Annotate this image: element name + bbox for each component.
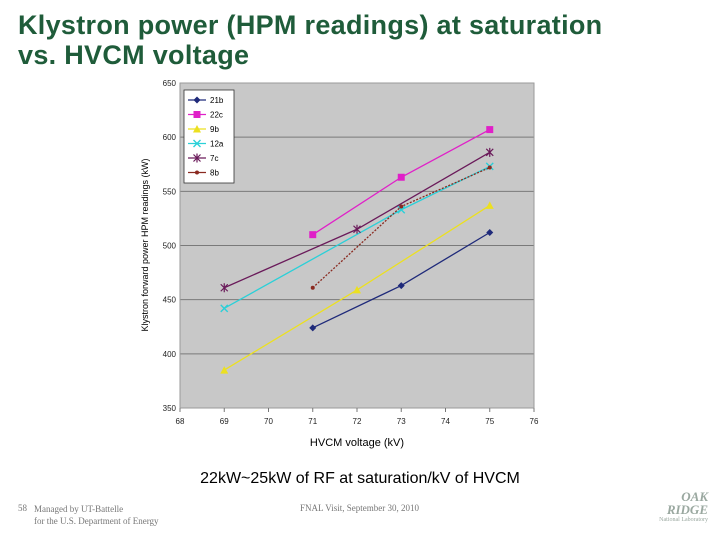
legend-label: 7c — [210, 154, 218, 163]
managed-by-text: Managed by UT-Battelle for the U.S. Depa… — [34, 503, 159, 527]
managed-line-2: for the U.S. Department of Energy — [34, 516, 159, 526]
legend-label: 12a — [210, 140, 224, 149]
y-tick-label: 650 — [163, 79, 177, 88]
data-point — [309, 231, 317, 239]
data-point — [397, 205, 406, 214]
data-point — [399, 204, 404, 209]
data-point — [193, 153, 201, 163]
data-point — [397, 282, 405, 290]
oak-ridge-logo: OAK RIDGE National Laboratory — [638, 490, 708, 526]
y-tick-label: 600 — [163, 133, 177, 142]
data-point — [485, 201, 494, 209]
y-axis-label: Klystron forward power HPM readings (kW) — [140, 158, 150, 331]
data-point — [485, 147, 494, 157]
x-axis-label: HVCM voltage (kV) — [310, 437, 404, 449]
y-tick-label: 450 — [163, 296, 177, 305]
logo-line-2: RIDGE — [666, 502, 708, 517]
data-point — [220, 304, 229, 313]
data-point — [486, 229, 494, 236]
slide-title: Klystron power (HPM readings) at saturat… — [18, 10, 708, 70]
y-tick-label: 400 — [163, 350, 177, 359]
data-point — [397, 173, 405, 181]
data-point — [193, 96, 201, 104]
data-point — [193, 125, 201, 133]
x-tick-label: 70 — [264, 417, 273, 426]
data-point — [486, 126, 494, 134]
y-tick-label: 500 — [163, 242, 177, 251]
slide-number: 58 — [18, 503, 27, 513]
legend-label: 8b — [210, 169, 219, 178]
title-line-1: Klystron power (HPM readings) at saturat… — [18, 10, 603, 40]
x-tick-label: 72 — [353, 417, 362, 426]
data-point — [310, 285, 315, 290]
x-tick-label: 71 — [308, 417, 317, 426]
data-point — [353, 285, 361, 294]
data-point — [193, 111, 201, 118]
x-tick-label: 75 — [485, 417, 494, 426]
data-point — [195, 170, 199, 175]
event-footer: FNAL Visit, September 30, 2010 — [300, 503, 419, 513]
data-point — [193, 139, 201, 148]
x-tick-label: 73 — [397, 417, 406, 426]
title-line-2: vs. HVCM voltage — [18, 40, 250, 70]
data-point — [487, 165, 492, 170]
data-point — [309, 324, 317, 332]
x-tick-label: 74 — [441, 417, 450, 426]
x-tick-label: 76 — [530, 417, 539, 426]
data-point — [353, 224, 361, 234]
legend-label: 21b — [210, 96, 224, 105]
logo-line-3: National Laboratory — [659, 517, 708, 523]
data-point — [220, 366, 229, 374]
chart-caption: 22kW~25kW of RF at saturation/kV of HVCM — [200, 470, 520, 487]
x-tick-label: 68 — [176, 417, 185, 426]
legend-label: 22c — [210, 111, 223, 120]
legend-box — [183, 89, 235, 184]
legend-label: 9b — [210, 125, 219, 134]
managed-line-1: Managed by UT-Battelle — [34, 504, 124, 514]
y-tick-label: 350 — [163, 404, 177, 413]
y-tick-label: 550 — [163, 187, 177, 196]
data-point — [220, 283, 229, 293]
x-tick-label: 69 — [220, 417, 229, 426]
logo-line-1: OAK — [681, 489, 708, 504]
